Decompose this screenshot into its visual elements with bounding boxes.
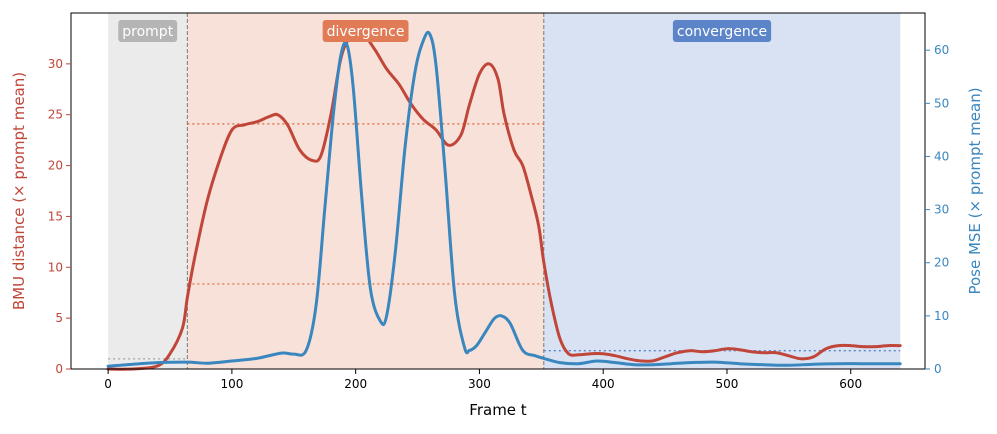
x-axis-label: Frame t xyxy=(469,401,527,419)
phase-badge-prompt xyxy=(118,20,178,42)
phase-label-divergence: divergence xyxy=(327,24,405,40)
y-left-tick-label: 20 xyxy=(48,159,63,173)
phase-badge-convergence xyxy=(672,20,772,42)
phase-badge-divergence xyxy=(322,20,409,42)
x-tick-label: 400 xyxy=(592,377,615,391)
series-line-bmu-distance xyxy=(106,31,902,371)
y-left-tick-label: 25 xyxy=(48,108,63,122)
axis-ticks: 0 100 200 300 400 500 600051015202530010203040… xyxy=(48,43,950,391)
series-line-pose-mse xyxy=(106,30,902,368)
phase-badges: prompt divergence convergence xyxy=(118,20,772,42)
x-tick-label: 200 xyxy=(344,377,367,391)
x-tick-label: 0 xyxy=(104,377,112,391)
phase-label-convergence: convergence xyxy=(677,24,767,40)
y-left-tick-label: 0 xyxy=(55,362,63,376)
phase-region-prompt xyxy=(108,13,188,369)
y-right-tick-label: 0 xyxy=(934,362,942,376)
x-tick-label: 300 xyxy=(468,377,491,391)
y-right-tick-label: 60 xyxy=(934,43,949,57)
y-right-tick-label: 20 xyxy=(934,256,949,270)
phase-label-prompt: prompt xyxy=(122,24,173,40)
reference-lines xyxy=(108,123,901,360)
x-tick-label: 100 xyxy=(220,377,243,391)
y-left-tick-label: 10 xyxy=(48,260,63,274)
y-right-tick-label: 40 xyxy=(934,149,949,163)
phase-backgrounds xyxy=(108,13,901,369)
y-left-tick-label: 15 xyxy=(48,209,63,223)
y-right-tick-label: 10 xyxy=(934,309,949,323)
y-axis-left-label: BMU distance (× prompt mean) xyxy=(10,72,28,310)
y-left-tick-label: 30 xyxy=(48,57,63,71)
y-axis-right-label: Pose MSE (× prompt mean) xyxy=(966,87,984,294)
y-right-tick-label: 30 xyxy=(934,203,949,217)
series-lines xyxy=(106,30,902,371)
x-tick-label: 600 xyxy=(839,377,862,391)
plot-frame xyxy=(70,12,926,370)
y-right-tick-label: 50 xyxy=(934,96,949,110)
y-left-tick-label: 5 xyxy=(55,311,63,325)
x-tick-label: 500 xyxy=(716,377,739,391)
phase-region-convergence xyxy=(543,13,901,369)
phase-region-divergence xyxy=(187,13,544,369)
